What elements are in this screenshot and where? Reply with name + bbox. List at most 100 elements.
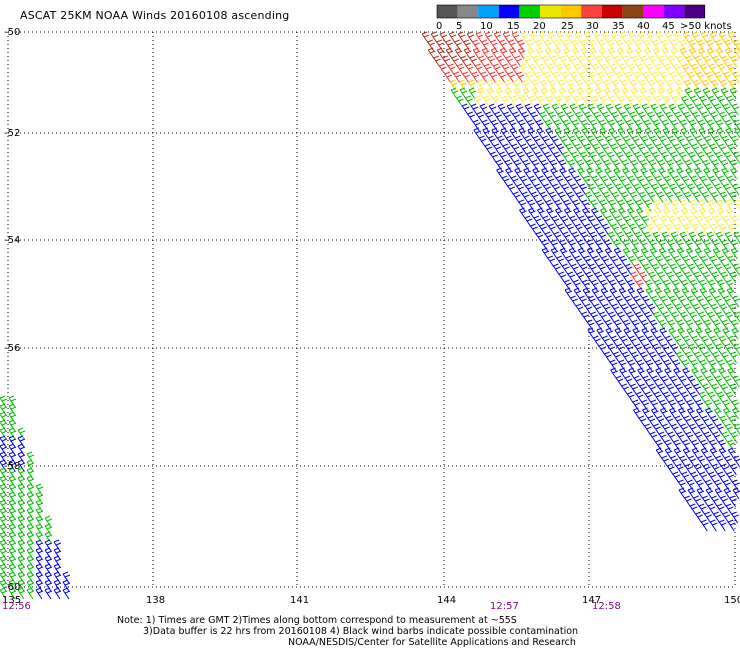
wind-barb — [613, 247, 622, 260]
wind-barb — [654, 359, 663, 372]
wind-barb — [652, 151, 660, 164]
wind-barb — [470, 103, 479, 116]
wind-barb — [601, 143, 610, 156]
wind-barb — [712, 351, 720, 364]
wind-barb — [517, 151, 525, 164]
wind-barb — [574, 31, 583, 44]
wind-barb — [559, 247, 568, 260]
wind-barb — [442, 55, 451, 68]
wind-barb — [681, 95, 689, 108]
wind-barb — [701, 335, 709, 348]
wind-barb — [719, 415, 728, 428]
wind-barb — [717, 359, 726, 372]
wind-barb — [529, 31, 538, 44]
wind-barb — [578, 215, 587, 228]
wind-barb — [17, 475, 26, 488]
wind-barb — [696, 375, 705, 388]
wind-barb — [717, 279, 725, 292]
wind-barb — [663, 63, 672, 76]
wind-barb — [589, 39, 597, 52]
wind-barb — [53, 587, 62, 600]
wind-barb — [723, 295, 731, 308]
wind-barb — [671, 199, 680, 212]
wind-barb — [577, 55, 586, 68]
wind-barb — [644, 127, 653, 140]
wind-barb — [596, 103, 605, 116]
wind-barb — [35, 483, 44, 496]
wind-barb — [645, 95, 653, 108]
wind-barb — [708, 207, 716, 220]
wind-barb — [650, 327, 659, 340]
wind-barb — [694, 239, 702, 252]
wind-barb — [712, 239, 720, 252]
wind-barb — [686, 327, 695, 340]
wind-barb — [694, 247, 703, 260]
wind-barb — [557, 223, 565, 236]
wind-barb — [638, 415, 647, 428]
wind-barb — [600, 279, 608, 292]
wind-barb — [553, 231, 562, 244]
wind-barb — [584, 111, 592, 124]
wind-barb — [550, 167, 558, 180]
wind-barb — [532, 55, 541, 68]
wind-barb — [713, 511, 721, 524]
wind-barb — [714, 295, 722, 308]
wind-barb — [499, 39, 507, 52]
wind-barb — [677, 215, 686, 228]
wind-barb — [711, 463, 720, 476]
wind-barb — [537, 63, 546, 76]
wind-barb — [725, 423, 733, 436]
wind-barb — [480, 71, 489, 84]
wind-barb — [505, 167, 513, 180]
wind-barb — [436, 47, 445, 60]
wind-barb — [589, 151, 597, 164]
wind-barb — [594, 159, 603, 172]
wind-barb — [517, 39, 525, 52]
wind-barb — [35, 515, 44, 528]
wind-barb — [561, 263, 570, 276]
wind-barb — [580, 231, 589, 244]
wind-barb — [699, 279, 707, 292]
wind-barb — [576, 87, 585, 100]
wind-barb — [488, 135, 496, 148]
wind-barb — [596, 327, 605, 340]
wind-barb — [612, 87, 621, 100]
wind-barb — [516, 71, 525, 84]
wind-barb — [444, 71, 453, 84]
wind-barb — [634, 151, 642, 164]
wind-barb — [636, 287, 645, 300]
wind-barb — [672, 207, 680, 220]
wind-barb — [561, 183, 569, 196]
wind-barb — [594, 79, 602, 92]
wind-barb — [534, 183, 542, 196]
wind-barb — [680, 423, 688, 436]
wind-barb — [457, 31, 466, 44]
wind-barb — [8, 483, 17, 496]
wind-barb — [551, 103, 560, 116]
wind-barb — [647, 223, 655, 236]
wind-barb — [474, 95, 482, 108]
wind-barb — [551, 215, 560, 228]
wind-barb — [427, 47, 436, 60]
wind-barb — [582, 279, 590, 292]
wind-barb — [696, 487, 705, 500]
wind-barb — [528, 63, 537, 76]
wind-barb — [474, 63, 483, 76]
wind-barb — [590, 311, 598, 324]
wind-barb — [580, 151, 588, 164]
wind-barb — [658, 239, 666, 252]
wind-barb — [669, 295, 677, 308]
wind-barb — [663, 207, 671, 220]
wind-barb — [649, 351, 657, 364]
wind-barb — [686, 103, 695, 116]
wind-barb — [576, 79, 584, 92]
wind-barb — [689, 311, 697, 324]
wind-barb — [612, 271, 621, 284]
wind-barb — [575, 303, 584, 316]
wind-barb — [62, 571, 71, 584]
wind-barb — [631, 55, 640, 68]
wind-barb — [696, 183, 704, 196]
wind-barb — [518, 127, 527, 140]
wind-barb — [625, 151, 633, 164]
wind-barb — [582, 175, 591, 188]
